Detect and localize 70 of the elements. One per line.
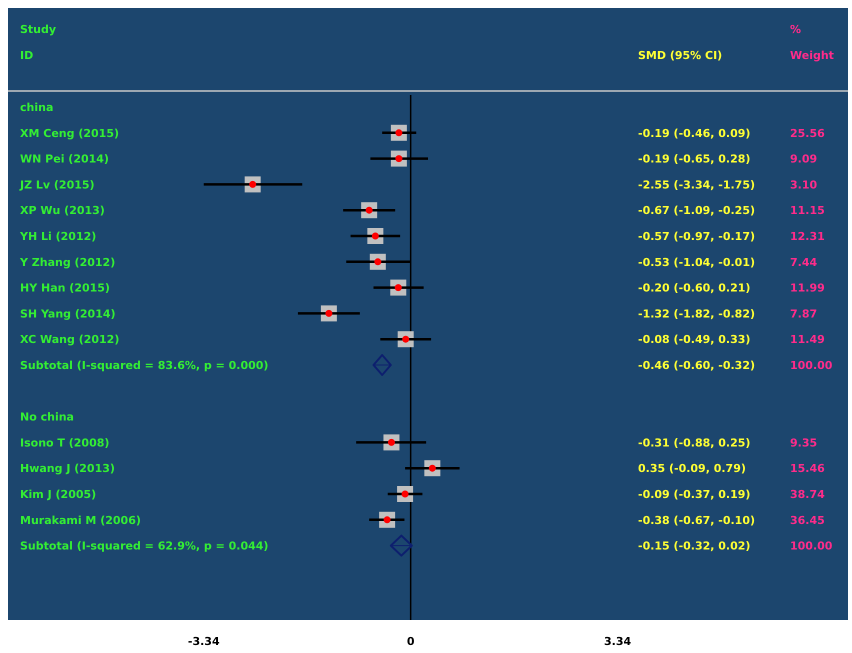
text: Weight (790, 49, 834, 62)
annotation: -0.38 (-0.67, -0.10) (638, 514, 756, 527)
y-tick-label: YH Li (2012) (19, 230, 96, 243)
annotation: 0.35 (-0.09, 0.79) (638, 462, 746, 476)
y-tick-label: Y Zhang (2012) (19, 256, 116, 269)
y-tick-label: JZ Lv (2015) (19, 178, 95, 192)
annotation: -2.55 (-3.34, -1.75) (638, 178, 756, 192)
annotation: 100.00 (790, 359, 833, 372)
point (372, 354, 392, 376)
point (390, 280, 406, 296)
y-tick-label: china (20, 101, 54, 114)
point (383, 434, 400, 450)
annotation: -0.67 (-1.09, -0.25) (638, 204, 756, 218)
point (390, 534, 413, 557)
annotation: 7.87 (790, 307, 818, 320)
annotation: -0.20 (-0.60, 0.21) (638, 282, 750, 295)
y-tick-label: Isono T (2008) (20, 436, 110, 450)
annotation: -0.46 (-0.60, -0.32) (638, 359, 756, 372)
point (361, 202, 378, 218)
y-tick-label: XC Wang (2012) (20, 333, 120, 346)
point (320, 305, 337, 322)
y-tick-label: XP Wu (2013) (20, 204, 105, 218)
x-tick-label: 3.34 (604, 635, 632, 648)
y-tick-label: Subtotal (I-squared = 62.9%, p = 0.044) (20, 540, 268, 553)
y-tick-label: HY Han (2015) (20, 282, 110, 295)
point (379, 512, 396, 528)
point (370, 254, 386, 270)
y-tick-label: Hwang J (2013) (20, 462, 115, 476)
annotation: -0.19 (-0.65, 0.28) (638, 152, 750, 166)
annotation: -0.19 (-0.46, 0.09) (638, 126, 750, 140)
text: SMD (95% CI) (638, 49, 722, 62)
annotation: 9.09 (790, 152, 818, 166)
annotation: 11.99 (790, 282, 825, 295)
y-tick-label: No china (20, 410, 74, 424)
y-tick-label: SH Yang (2014) (20, 307, 116, 320)
annotation: -1.32 (-1.82, -0.82) (638, 307, 756, 320)
point (367, 228, 384, 244)
annotation: 9.35 (790, 436, 818, 450)
y-tick-label: Subtotal (I-squared = 83.6%, p = 0.000) (20, 359, 268, 372)
annotation: 11.15 (790, 204, 825, 218)
annotation: 36.45 (790, 514, 825, 527)
annotation: 100.00 (790, 540, 833, 553)
point (390, 124, 407, 141)
text: ID (20, 49, 34, 62)
point (397, 486, 414, 502)
annotation: -0.31 (-0.88, 0.25) (638, 436, 750, 450)
annotation: -0.57 (-0.97, -0.17) (638, 230, 756, 243)
point (244, 176, 261, 192)
annotation: -0.53 (-1.04, -0.01) (638, 256, 756, 269)
annotation: -0.09 (-0.37, 0.19) (638, 488, 750, 501)
annotation: -0.15 (-0.32, 0.02) (638, 540, 750, 553)
text: Study (20, 23, 56, 36)
annotation: 11.49 (790, 333, 825, 346)
annotation: 38.74 (790, 488, 826, 501)
point (390, 150, 407, 167)
point (424, 460, 440, 476)
annotation: 25.56 (790, 126, 826, 140)
annotation: 15.46 (790, 462, 826, 476)
y-tick-label: Kim J (2005) (20, 488, 96, 501)
y-tick-label: Murakami M (2006) (20, 514, 141, 527)
y-tick-label: WN Pei (2014) (20, 152, 109, 166)
text: % (790, 23, 802, 36)
x-tick-label: 0 (406, 635, 415, 648)
annotation: 12.31 (790, 230, 825, 243)
y-tick-label: XM Ceng (2015) (20, 126, 119, 140)
x-tick-label: -3.34 (188, 635, 220, 648)
point (398, 331, 414, 348)
annotation: 3.10 (790, 178, 818, 192)
annotation: -0.08 (-0.49, 0.33) (638, 333, 750, 346)
annotation: 7.44 (790, 256, 818, 269)
